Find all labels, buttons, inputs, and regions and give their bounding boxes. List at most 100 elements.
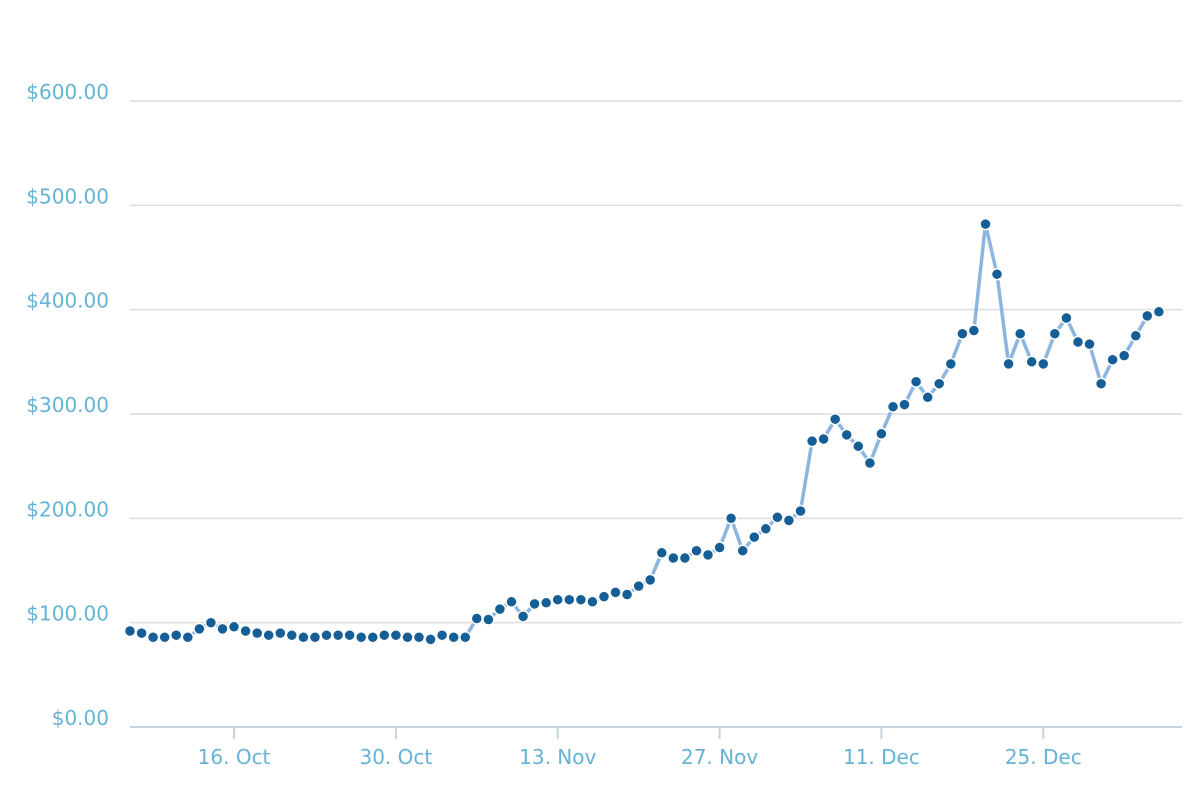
data-point[interactable]	[609, 586, 622, 599]
data-point[interactable]	[736, 544, 749, 557]
data-point[interactable]	[308, 631, 322, 644]
data-point[interactable]	[470, 612, 484, 625]
data-point[interactable]	[724, 512, 738, 525]
data-point[interactable]	[505, 595, 518, 609]
y-axis-tick-labels: $0.00 $100.00 $200.00 $300.00 $400.00 $500.00…	[26, 80, 109, 730]
data-point[interactable]	[967, 324, 981, 337]
data-point[interactable]	[435, 628, 449, 642]
x-tick-label: 16. Oct	[198, 745, 271, 769]
data-point[interactable]	[759, 522, 773, 536]
data-point[interactable]	[354, 631, 368, 644]
data-point[interactable]	[574, 593, 588, 606]
data-point[interactable]	[875, 427, 888, 441]
data-point[interactable]	[227, 620, 241, 634]
data-point[interactable]	[597, 590, 611, 603]
data-point[interactable]	[1071, 335, 1085, 349]
data-point[interactable]	[412, 631, 426, 644]
data-point[interactable]	[898, 398, 911, 411]
data-point[interactable]	[551, 593, 564, 606]
data-point[interactable]	[979, 217, 992, 231]
data-point[interactable]	[539, 596, 553, 610]
data-point[interactable]	[921, 391, 934, 404]
x-tick-label: 11. Dec	[843, 745, 920, 769]
data-point[interactable]	[366, 631, 380, 644]
data-point[interactable]	[817, 432, 830, 446]
data-point[interactable]	[239, 624, 252, 638]
data-point[interactable]	[852, 440, 865, 453]
data-point[interactable]	[563, 593, 576, 606]
data-point[interactable]	[620, 588, 634, 601]
data-point[interactable]	[297, 631, 310, 644]
data-point[interactable]	[1129, 329, 1143, 343]
data-point[interactable]	[643, 573, 657, 587]
y-tick-label: $500.00	[26, 184, 109, 208]
data-point[interactable]	[690, 544, 703, 557]
data-point[interactable]	[748, 530, 761, 544]
data-point[interactable]	[216, 622, 229, 636]
data-point[interactable]	[181, 631, 195, 644]
data-point[interactable]	[285, 628, 299, 642]
data-point[interactable]	[886, 400, 900, 413]
data-point[interactable]	[135, 626, 148, 640]
data-point[interactable]	[158, 631, 171, 644]
data-point[interactable]	[828, 412, 842, 426]
data-point[interactable]	[586, 595, 599, 609]
data-point[interactable]	[250, 626, 264, 640]
data-point[interactable]	[343, 628, 356, 642]
data-point[interactable]	[1152, 305, 1166, 319]
price-series	[123, 217, 1166, 646]
data-point[interactable]	[482, 613, 495, 626]
data-point[interactable]	[1048, 327, 1062, 340]
data-point[interactable]	[274, 626, 287, 640]
data-point[interactable]	[447, 631, 460, 644]
data-point[interactable]	[1094, 377, 1108, 390]
data-point[interactable]	[320, 628, 333, 642]
grid-lines	[130, 100, 1182, 624]
data-point[interactable]	[1002, 357, 1015, 371]
data-point[interactable]	[389, 628, 403, 642]
data-point[interactable]	[1060, 311, 1073, 325]
data-point[interactable]	[840, 428, 853, 442]
data-point[interactable]	[655, 546, 669, 560]
data-point[interactable]	[262, 628, 275, 642]
data-point[interactable]	[944, 357, 958, 371]
data-point[interactable]	[1013, 327, 1027, 340]
data-point[interactable]	[528, 597, 541, 611]
data-point[interactable]	[956, 327, 969, 340]
data-point[interactable]	[990, 267, 1004, 281]
data-point[interactable]	[169, 628, 183, 642]
data-point[interactable]	[1037, 357, 1050, 371]
data-point[interactable]	[459, 631, 472, 644]
y-tick-label: $400.00	[26, 289, 109, 313]
data-point[interactable]	[863, 456, 877, 470]
data-point[interactable]	[193, 622, 206, 636]
data-point[interactable]	[771, 511, 784, 524]
data-point[interactable]	[1025, 355, 1038, 369]
data-point[interactable]	[401, 631, 414, 644]
data-point[interactable]	[123, 624, 137, 638]
data-point[interactable]	[932, 377, 946, 390]
x-axis-tick-labels: 16. Oct 30. Oct 13. Nov 27. Nov 11. Dec 25. D…	[198, 745, 1082, 769]
data-point[interactable]	[1083, 337, 1096, 351]
data-point[interactable]	[378, 628, 391, 642]
data-point[interactable]	[146, 631, 160, 644]
data-point[interactable]	[713, 541, 726, 554]
data-point[interactable]	[516, 610, 530, 623]
data-point[interactable]	[632, 579, 645, 593]
data-point[interactable]	[909, 375, 923, 388]
data-point[interactable]	[493, 602, 507, 616]
data-point[interactable]	[424, 633, 437, 646]
data-point[interactable]	[331, 628, 345, 642]
data-point[interactable]	[794, 504, 807, 518]
data-point[interactable]	[701, 548, 715, 562]
data-point[interactable]	[782, 514, 796, 527]
data-point[interactable]	[204, 616, 218, 629]
data-point[interactable]	[667, 551, 680, 565]
data-point[interactable]	[1141, 309, 1154, 323]
data-point[interactable]	[678, 551, 692, 565]
data-point[interactable]	[1106, 353, 1119, 366]
y-tick-label: $100.00	[26, 602, 109, 626]
data-point[interactable]	[805, 434, 819, 448]
data-point[interactable]	[1117, 349, 1131, 362]
